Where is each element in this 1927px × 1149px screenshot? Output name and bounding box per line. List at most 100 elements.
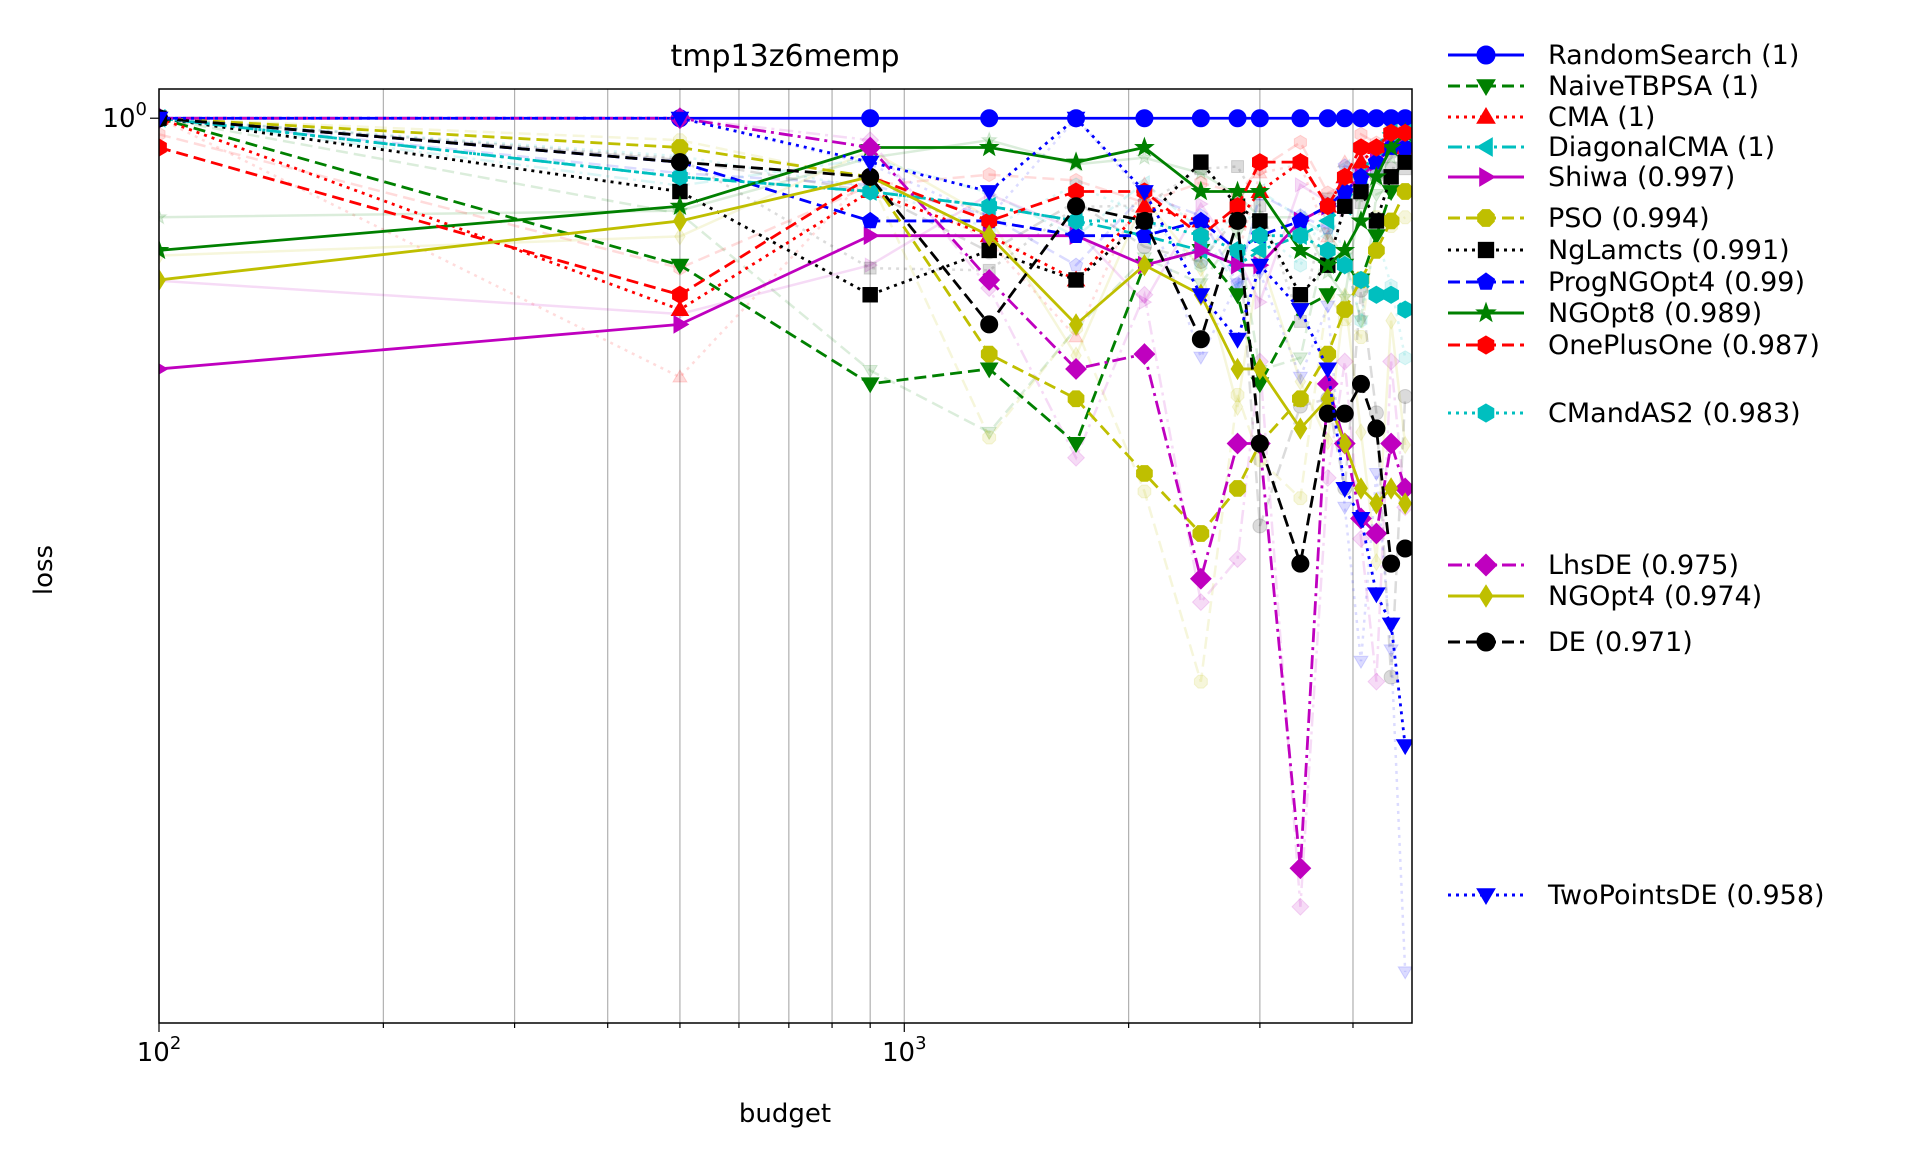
faded-series-line — [159, 116, 1406, 683]
faded-data-point — [1195, 258, 1207, 278]
main-data-point — [1318, 362, 1338, 379]
legend-marker — [1477, 241, 1495, 259]
main-data-point — [982, 224, 997, 247]
main-data-point — [1135, 185, 1154, 201]
legend-label: DE (0.971) — [1548, 627, 1693, 658]
main-data-point — [1252, 153, 1268, 172]
plot-frame — [158, 88, 1413, 1024]
main-data-point — [1354, 477, 1368, 500]
main-data-point — [1291, 109, 1310, 128]
faded-data-point — [1192, 351, 1209, 366]
main-data-point — [159, 239, 170, 260]
main-data-point — [670, 153, 689, 172]
main-data-point — [980, 345, 998, 363]
main-data-point — [1353, 270, 1369, 290]
faded-data-point — [1385, 311, 1397, 331]
main-series-line — [159, 116, 1407, 298]
main-data-point — [1336, 256, 1353, 275]
main-data-point — [1336, 167, 1353, 186]
legend-entry: NgLamcts (0.991) — [1448, 235, 1790, 266]
main-data-point — [1335, 404, 1354, 423]
main-data-point — [862, 287, 878, 303]
main-data-point — [1368, 138, 1385, 157]
legend-marker — [1476, 888, 1496, 905]
main-data-point — [861, 211, 879, 229]
legend-marker — [1477, 335, 1495, 355]
faded-data-point — [1353, 655, 1369, 670]
faded-data-point — [1321, 431, 1334, 451]
main-data-point — [1382, 212, 1400, 230]
main-data-point — [1191, 288, 1211, 305]
legend-entry: DE (0.971) — [1448, 627, 1693, 658]
main-data-point — [1133, 343, 1156, 365]
main-data-point — [1350, 210, 1372, 230]
legend-entry: TwoPointsDE (0.958) — [1448, 880, 1825, 911]
main-data-point — [1334, 239, 1356, 260]
main-data-point — [1229, 480, 1246, 497]
main-data-point — [1318, 288, 1338, 305]
faded-data-point — [1351, 529, 1371, 548]
main-data-point — [1066, 437, 1086, 453]
main-data-point — [1292, 390, 1309, 408]
legend-entry: PSO (0.994) — [1448, 203, 1710, 234]
legend-label: RandomSearch (1) — [1548, 40, 1799, 71]
main-data-point — [1067, 390, 1085, 408]
main-series — [159, 109, 1412, 128]
main-data-point — [1380, 432, 1403, 455]
faded-data-point — [1137, 484, 1152, 499]
main-series-line — [159, 116, 1407, 311]
main-data-point — [1289, 857, 1312, 880]
faded-data-point — [1397, 388, 1412, 404]
y-tick-label: 100 — [102, 99, 147, 134]
main-data-point — [1365, 522, 1388, 545]
faded-data-point — [1293, 491, 1308, 506]
faded-data-point — [1335, 352, 1354, 371]
legend-label: Shiwa (0.997) — [1548, 162, 1735, 193]
main-data-point — [1291, 554, 1310, 573]
main-data-point — [1194, 241, 1211, 260]
faded-data-point — [1336, 501, 1353, 516]
main-data-point — [1383, 123, 1399, 142]
main-series-line — [159, 116, 1407, 746]
main-data-point — [159, 268, 166, 292]
main-series-line — [159, 116, 1407, 536]
main-data-point — [1397, 300, 1412, 319]
legend-entry: ProgNGOpt4 (0.99) — [1448, 267, 1805, 298]
main-data-point — [1067, 226, 1085, 244]
main-data-point — [1383, 169, 1399, 185]
legend-label: NGOpt8 (0.989) — [1548, 298, 1762, 329]
main-data-point — [672, 209, 687, 233]
main-data-point — [670, 258, 690, 275]
faded-data-point — [863, 261, 877, 275]
main-data-point — [863, 226, 880, 246]
legend-entry: CMA (1) — [1448, 102, 1655, 133]
legend-marker — [1479, 167, 1496, 187]
main-data-point — [1367, 587, 1386, 604]
main-data-point — [1318, 109, 1337, 128]
legend-entry: NaiveTBPSA (1) — [1448, 71, 1759, 102]
main-data-point — [1396, 539, 1412, 558]
main-data-point — [1250, 241, 1267, 260]
faded-data-point — [159, 208, 168, 225]
faded-data-point — [1368, 189, 1385, 203]
faded-data-point — [1293, 257, 1307, 273]
main-data-point — [1137, 254, 1152, 277]
main-data-point — [1337, 198, 1353, 214]
faded-series-line — [159, 116, 1407, 907]
main-data-point — [981, 197, 998, 216]
main-data-point — [1367, 419, 1386, 438]
main-data-point — [1381, 617, 1401, 634]
main-data-point — [1319, 345, 1337, 363]
y-axis-label: loss — [29, 545, 59, 595]
faded-data-point — [1231, 160, 1244, 174]
legend-marker — [1474, 553, 1498, 577]
faded-data-point — [1354, 313, 1368, 329]
faded-data-point — [1139, 294, 1153, 311]
main-series — [159, 109, 1412, 319]
faded-data-point — [1193, 674, 1208, 689]
legend-marker — [1476, 79, 1496, 96]
legend-label: PSO (0.994) — [1548, 203, 1710, 234]
main-series-line — [159, 116, 1407, 446]
main-data-point — [1318, 211, 1335, 231]
